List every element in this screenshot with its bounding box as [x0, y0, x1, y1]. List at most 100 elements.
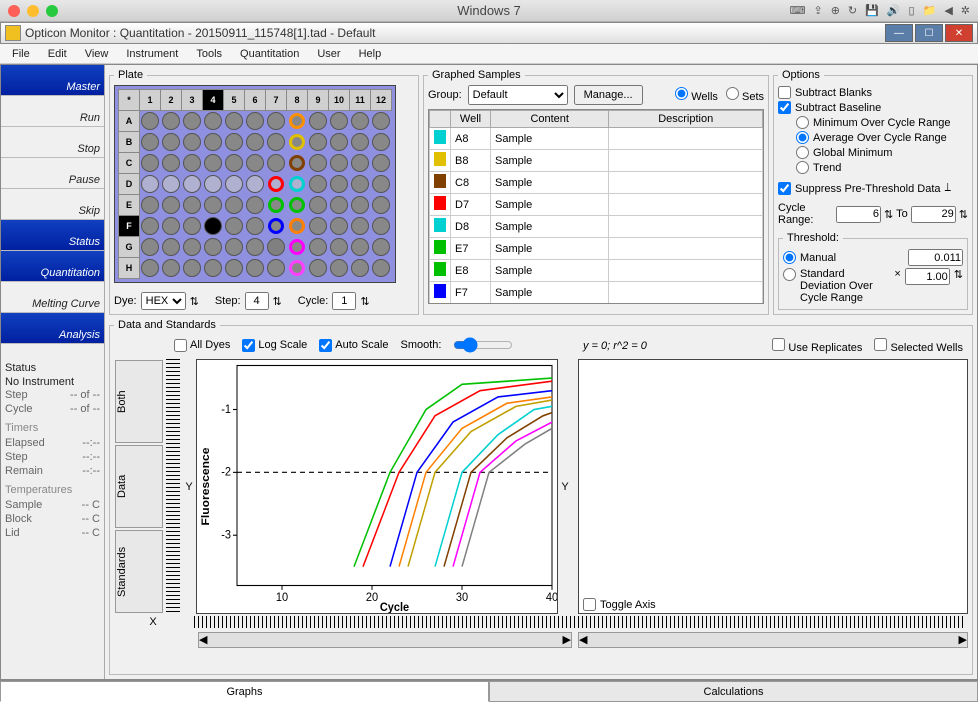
well-H4[interactable] [203, 258, 224, 279]
plate-row-F[interactable]: F [119, 216, 140, 237]
well-A12[interactable] [371, 111, 392, 132]
sidebar-analysis[interactable]: Analysis [1, 313, 104, 344]
menu-instrument[interactable]: Instrument [118, 46, 186, 62]
well-B12[interactable] [371, 132, 392, 153]
well-F10[interactable] [329, 216, 350, 237]
sample-row-D8[interactable]: D8Sample [430, 216, 763, 238]
well-A1[interactable] [140, 111, 161, 132]
cycle-stepper[interactable]: ⇅ [360, 295, 369, 308]
smooth-slider[interactable] [453, 337, 513, 353]
sidebar-master[interactable]: Master [1, 65, 104, 96]
toggle-axis-check[interactable] [583, 598, 596, 611]
threshold-sd-input[interactable] [905, 268, 950, 285]
well-H2[interactable] [161, 258, 182, 279]
well-E7[interactable] [266, 195, 287, 216]
cr-stepper1[interactable]: ⇅ [884, 208, 893, 221]
well-B10[interactable] [329, 132, 350, 153]
secondary-chart[interactable]: y = 0; r^2 = 0 Use Replicates Selected W… [578, 359, 968, 614]
plate-row-H[interactable]: H [119, 258, 140, 279]
baseline-radio-3[interactable]: Trend [778, 160, 968, 175]
well-F8[interactable] [287, 216, 308, 237]
well-H10[interactable] [329, 258, 350, 279]
well-G12[interactable] [371, 237, 392, 258]
cycle-to-input[interactable] [911, 206, 956, 223]
well-B7[interactable] [266, 132, 287, 153]
plate-col-3[interactable]: 3 [182, 90, 203, 111]
well-G9[interactable] [308, 237, 329, 258]
auto-scale-check[interactable]: Auto Scale [319, 339, 388, 352]
well-F7[interactable] [266, 216, 287, 237]
plate-row-C[interactable]: C [119, 153, 140, 174]
well-H7[interactable] [266, 258, 287, 279]
dye-stepper[interactable]: ⇅ [190, 295, 199, 308]
well-B11[interactable] [350, 132, 371, 153]
well-F1[interactable] [140, 216, 161, 237]
menu-quantitation[interactable]: Quantitation [232, 46, 307, 62]
well-E12[interactable] [371, 195, 392, 216]
well-C6[interactable] [245, 153, 266, 174]
plate-row-G[interactable]: G [119, 237, 140, 258]
well-F4[interactable] [203, 216, 224, 237]
well-A7[interactable] [266, 111, 287, 132]
well-D12[interactable] [371, 174, 392, 195]
well-D4[interactable] [203, 174, 224, 195]
use-replicates-check[interactable]: Use Replicates [772, 338, 862, 354]
sidebar-skip[interactable]: Skip [1, 189, 104, 220]
well-G3[interactable] [182, 237, 203, 258]
tab-graphs[interactable]: Graphs [0, 681, 489, 702]
well-A10[interactable] [329, 111, 350, 132]
well-F11[interactable] [350, 216, 371, 237]
well-H9[interactable] [308, 258, 329, 279]
chart-scrollbar-right[interactable]: ◀▶ [578, 632, 968, 648]
threshold-sd-radio[interactable] [783, 268, 796, 281]
sample-row-B8[interactable]: B8Sample [430, 150, 763, 172]
sample-row-A8[interactable]: A8Sample [430, 128, 763, 150]
well-G10[interactable] [329, 237, 350, 258]
well-H6[interactable] [245, 258, 266, 279]
plate-grid[interactable]: *123456789101112ABCDEFGH [114, 85, 396, 283]
well-E3[interactable] [182, 195, 203, 216]
suppress-check[interactable] [778, 182, 791, 195]
well-E11[interactable] [350, 195, 371, 216]
sample-row-E8[interactable]: E8Sample [430, 260, 763, 282]
cycle-from-input[interactable] [836, 206, 881, 223]
well-D10[interactable] [329, 174, 350, 195]
well-A2[interactable] [161, 111, 182, 132]
well-C9[interactable] [308, 153, 329, 174]
plate-col-10[interactable]: 10 [329, 90, 350, 111]
well-C11[interactable] [350, 153, 371, 174]
well-C4[interactable] [203, 153, 224, 174]
well-A11[interactable] [350, 111, 371, 132]
plate-col-7[interactable]: 7 [266, 90, 287, 111]
sample-row-D7[interactable]: D7Sample [430, 194, 763, 216]
sd-stepper[interactable]: ⇅ [954, 268, 963, 281]
well-H12[interactable] [371, 258, 392, 279]
well-F3[interactable] [182, 216, 203, 237]
well-B4[interactable] [203, 132, 224, 153]
plate-col-12[interactable]: 12 [371, 90, 392, 111]
ytab-both[interactable]: Both [115, 360, 163, 443]
well-E5[interactable] [224, 195, 245, 216]
well-F2[interactable] [161, 216, 182, 237]
well-D2[interactable] [161, 174, 182, 195]
all-dyes-check[interactable]: All Dyes [174, 339, 230, 352]
baseline-radio-1[interactable]: Average Over Cycle Range [778, 130, 968, 145]
menu-view[interactable]: View [77, 46, 117, 62]
main-chart[interactable]: -1-2-310203040CycleFluorescence [196, 359, 558, 614]
ytab-data[interactable]: Data [115, 445, 163, 528]
maximize-button[interactable]: ☐ [915, 24, 943, 42]
well-A3[interactable] [182, 111, 203, 132]
well-E10[interactable] [329, 195, 350, 216]
well-A4[interactable] [203, 111, 224, 132]
sidebar-quantitation[interactable]: Quantitation [1, 251, 104, 282]
well-G7[interactable] [266, 237, 287, 258]
threshold-manual-radio[interactable] [783, 251, 796, 264]
plate-row-E[interactable]: E [119, 195, 140, 216]
sample-row-G7[interactable]: G7Sample [430, 304, 763, 305]
well-D9[interactable] [308, 174, 329, 195]
sample-table[interactable]: WellContentDescriptionA8SampleB8SampleC8… [428, 109, 764, 304]
well-B8[interactable] [287, 132, 308, 153]
well-B5[interactable] [224, 132, 245, 153]
subtract-blanks-check[interactable] [778, 86, 791, 99]
tab-calculations[interactable]: Calculations [489, 681, 978, 702]
